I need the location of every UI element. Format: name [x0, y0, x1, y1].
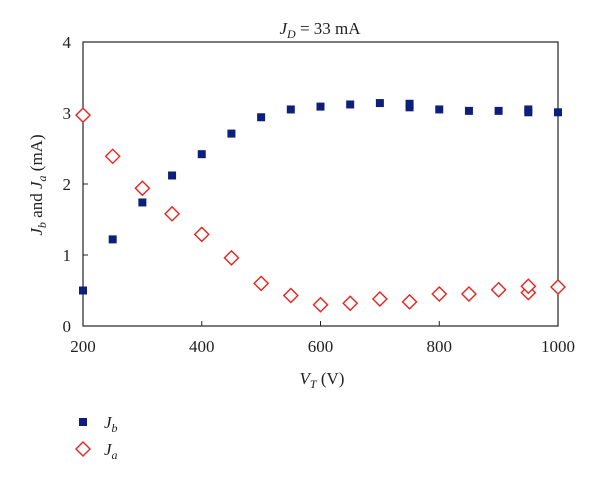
- jb-data-point: [286, 105, 295, 114]
- y-label-subscript-1: b: [35, 222, 49, 228]
- ja-data-point: [342, 295, 359, 312]
- y-tick-label: 2: [63, 175, 72, 194]
- plot-frame: [82, 41, 559, 327]
- jb-data-point: [108, 235, 117, 244]
- ja-data-point: [490, 281, 507, 298]
- jb-data-point: [464, 106, 473, 115]
- x-tick-label: 1000: [541, 337, 575, 356]
- ja-data-point: [401, 293, 418, 310]
- x-label-rest: (V): [317, 369, 345, 388]
- x-tick-label: 600: [308, 337, 334, 356]
- jb-data-point: [138, 198, 147, 207]
- ja-data-point: [134, 180, 151, 197]
- x-tick-label: 200: [70, 337, 96, 356]
- x-tick-label: 400: [189, 337, 215, 356]
- jb-data-point: [435, 105, 444, 114]
- title-symbol: J: [279, 19, 288, 38]
- legend: Jb Ja: [75, 413, 118, 462]
- ja-data-point: [164, 205, 181, 222]
- x-tick-label: 800: [427, 337, 453, 356]
- legend-ja-subscript: a: [112, 448, 118, 462]
- legend-jb-symbol: J: [104, 413, 113, 432]
- ja-data-point: [223, 249, 240, 266]
- legend-label-jb: Jb: [104, 413, 118, 435]
- ja-data-point: [282, 287, 299, 304]
- series-jb: [79, 99, 562, 295]
- ja-data-point: [550, 278, 566, 295]
- chart-title: JD = 33 mA: [279, 19, 361, 41]
- ja-data-point: [431, 286, 448, 303]
- x-label-subscript: T: [310, 377, 318, 391]
- ja-data-point: [312, 296, 329, 313]
- y-label-mid: and: [27, 189, 46, 222]
- jb-data-point: [257, 113, 266, 122]
- ja-data-point: [520, 278, 537, 295]
- jb-data-point: [524, 105, 533, 114]
- series-ja: [75, 107, 566, 313]
- legend-label-ja: Ja: [104, 440, 118, 462]
- y-label-subscript-2: a: [35, 175, 49, 181]
- legend-marker-jb: [79, 418, 87, 426]
- y-label-rest: (mA): [27, 134, 46, 175]
- y-tick-label: 4: [63, 33, 72, 52]
- legend-jb-subscript: b: [112, 421, 118, 435]
- jb-data-point: [405, 99, 414, 108]
- jb-data-point: [346, 100, 355, 109]
- legend-marker-ja: [75, 441, 91, 457]
- ja-data-point: [253, 275, 270, 292]
- x-axis-ticks: 200 400 600 800 1000: [70, 321, 575, 356]
- y-tick-label: 0: [63, 317, 72, 336]
- jb-data-point: [197, 150, 206, 159]
- jb-data-point: [316, 102, 325, 111]
- ja-data-point: [371, 291, 388, 308]
- ja-data-point: [104, 148, 121, 165]
- y-tick-label: 3: [63, 104, 72, 123]
- jb-data-point: [168, 171, 177, 180]
- y-label-symbol-2: J: [27, 180, 46, 189]
- legend-ja-symbol: J: [104, 440, 113, 459]
- ja-data-point: [460, 286, 477, 303]
- x-axis-label: VT (V): [300, 369, 345, 391]
- jb-data-point: [554, 108, 562, 117]
- ja-data-point: [193, 226, 210, 243]
- ja-data-point: [75, 107, 91, 124]
- jb-data-point: [375, 99, 384, 108]
- title-subscript: D: [286, 27, 296, 41]
- jb-data-point: [227, 129, 236, 138]
- y-label-symbol-1: J: [27, 227, 46, 236]
- title-rest: = 33 mA: [296, 19, 362, 38]
- y-tick-label: 1: [63, 246, 72, 265]
- jb-data-point: [79, 286, 87, 295]
- x-label-symbol: V: [300, 369, 313, 388]
- y-axis-label: Jb and Ja (mA): [27, 134, 49, 235]
- jb-data-point: [494, 106, 503, 115]
